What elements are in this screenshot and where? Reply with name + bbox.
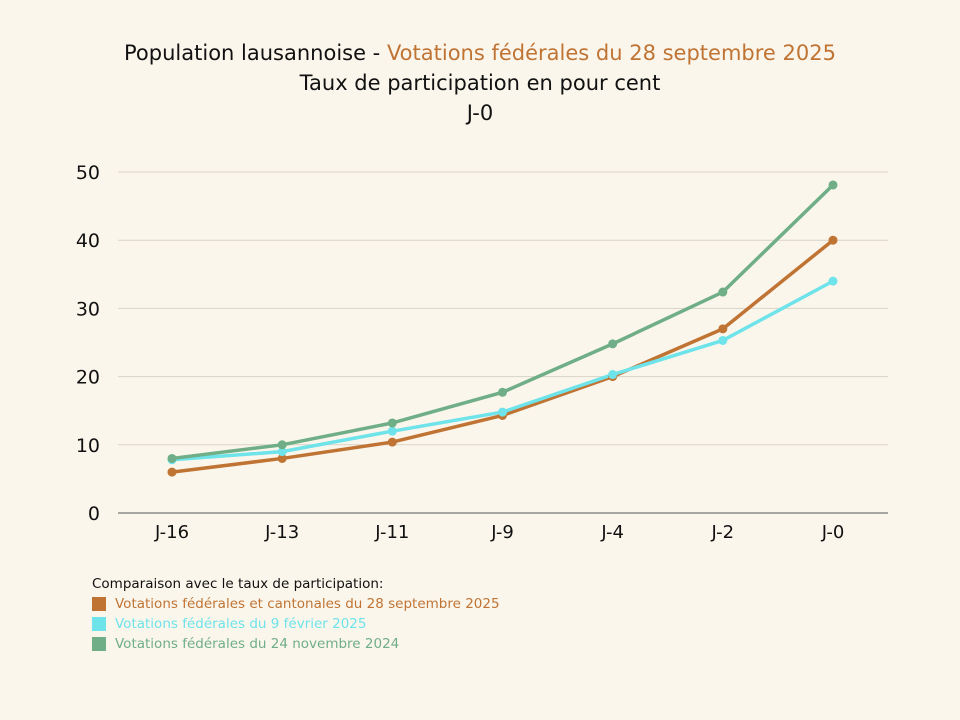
x-tick-label: J-13: [264, 522, 299, 543]
data-point-0: [277, 453, 287, 463]
y-tick-label: 10: [76, 435, 100, 457]
y-tick-label: 0: [88, 503, 100, 525]
y-tick-label: 40: [76, 230, 100, 252]
data-point-1: [387, 426, 397, 436]
legend-item-feb-2025: Votations fédérales du 9 février 2025: [92, 614, 500, 634]
legend-heading: Comparaison avec le taux de participatio…: [92, 576, 384, 592]
data-point-2: [718, 287, 728, 297]
y-tick-label: 20: [76, 367, 100, 389]
data-point-2: [167, 453, 177, 463]
legend-item-sep-2025: Votations fédérales et cantonales du 28 …: [92, 594, 500, 614]
legend-item-nov-2024: Votations fédérales du 24 novembre 2024: [92, 634, 500, 654]
legend-swatch: [92, 637, 106, 651]
x-tick-label: J-0: [821, 522, 845, 543]
data-point-1: [277, 447, 287, 457]
data-point-0: [387, 437, 397, 447]
x-tick-label: J-11: [374, 522, 409, 543]
chart-title: Population lausannoise - Votations fédér…: [0, 38, 960, 68]
chart-title-block: Population lausannoise - Votations fédér…: [0, 38, 960, 128]
title-prefix: Population lausannoise -: [124, 41, 387, 65]
legend: Comparaison avec le taux de participatio…: [92, 574, 500, 654]
data-point-1: [718, 335, 728, 345]
data-point-1: [608, 370, 618, 380]
x-tick-label: J-16: [154, 522, 189, 543]
data-point-2: [828, 180, 838, 190]
data-point-2: [277, 440, 287, 450]
legend-swatch: [92, 597, 106, 611]
legend-swatch: [92, 617, 106, 631]
title-highlight: Votations fédérales du 28 septembre 2025: [386, 41, 836, 65]
y-tick-label: 30: [76, 298, 100, 320]
data-point-1: [498, 407, 507, 417]
legend-label: Votations fédérales du 24 novembre 2024: [115, 636, 400, 652]
data-point-0: [828, 235, 838, 245]
data-point-1: [828, 276, 838, 286]
legend-label: Votations fédérales et cantonales du 28 …: [115, 596, 500, 612]
data-point-2: [498, 387, 507, 397]
x-tick-label: J-9: [490, 522, 514, 543]
data-point-0: [718, 324, 728, 334]
x-tick-label: J-4: [600, 522, 624, 543]
chart-subtitle: Taux de participation en pour cent: [299, 71, 661, 95]
data-point-2: [608, 339, 618, 349]
series-line-0: [170, 238, 835, 474]
x-tick-label: J-2: [711, 522, 735, 543]
legend-label: Votations fédérales du 9 février 2025: [115, 616, 367, 632]
data-point-0: [167, 467, 177, 477]
data-point-2: [387, 418, 397, 428]
chart-day-label: J-0: [466, 101, 494, 125]
y-tick-label: 50: [76, 162, 100, 184]
